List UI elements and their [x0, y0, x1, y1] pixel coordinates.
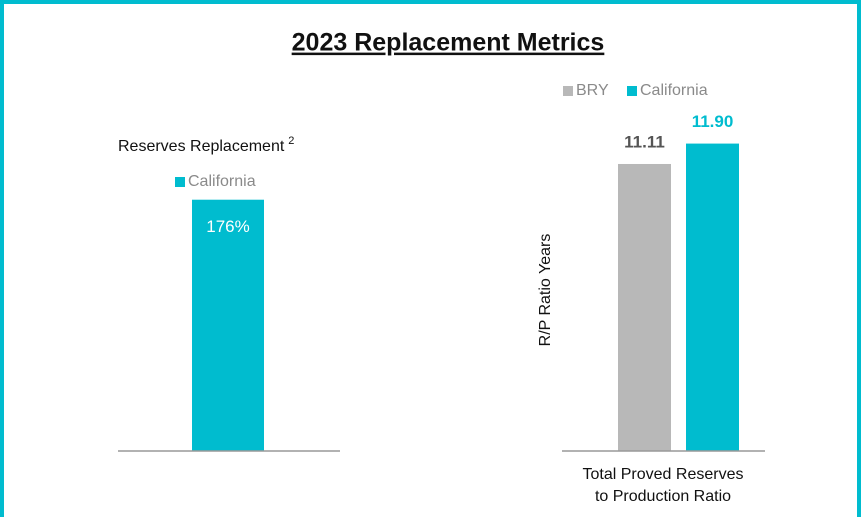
slide-title: 2023 Replacement Metrics: [292, 29, 605, 57]
value-label: 11.11: [624, 132, 665, 151]
chart-title-note: 2: [288, 135, 294, 147]
legend-label: BRY: [576, 82, 609, 99]
legend-swatch: [563, 86, 573, 96]
legend-swatch: [175, 177, 185, 187]
chart-title: Reserves Replacement 2: [118, 135, 294, 155]
chart-title-text: Reserves Replacement: [118, 138, 285, 155]
value-label: 176%: [206, 217, 249, 236]
value-label: 11.90: [692, 112, 734, 131]
bar: [192, 199, 264, 451]
x-category-label: to Production Ratio: [595, 488, 731, 505]
legend-label: California: [188, 173, 256, 190]
bar: [618, 163, 671, 451]
legend-swatch: [627, 86, 637, 96]
y-axis-label: R/P Ratio Years: [537, 234, 554, 347]
bar: [686, 143, 739, 452]
legend-label: California: [640, 82, 708, 99]
x-category-label: Total Proved Reserves: [583, 466, 744, 483]
